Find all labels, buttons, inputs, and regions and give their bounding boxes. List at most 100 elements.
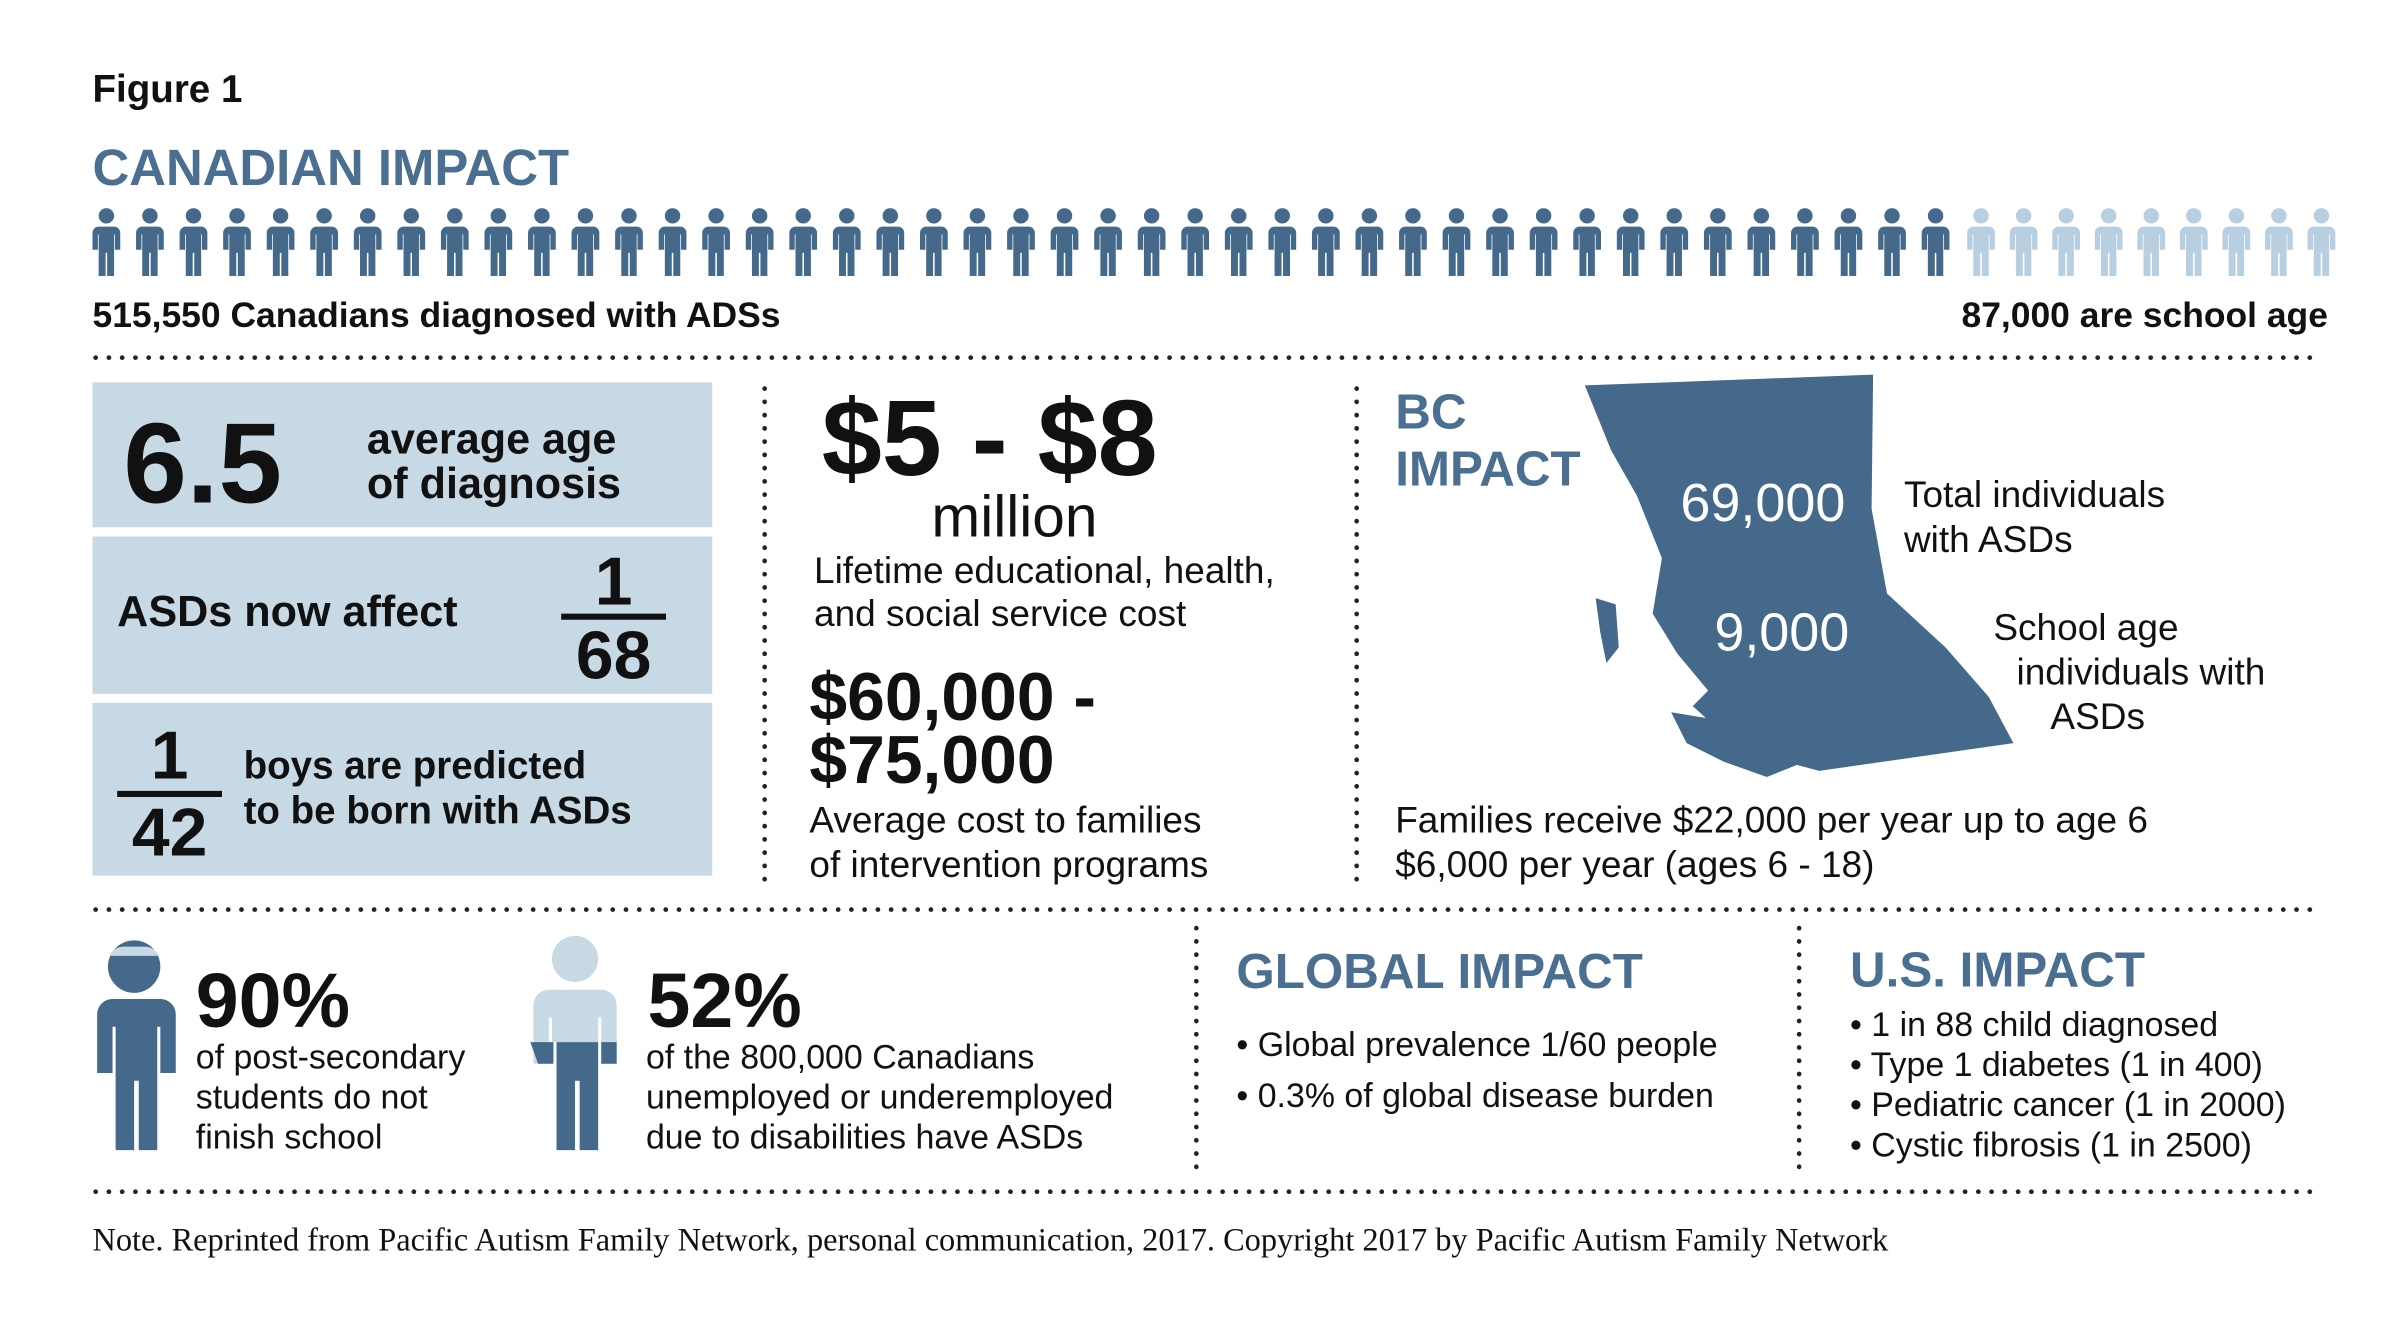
section-title: BC [1395, 385, 1466, 440]
person-icon [1399, 208, 1427, 276]
percent-label: of post-secondary [196, 1038, 466, 1076]
cost-label: and social service cost [814, 593, 1187, 634]
person-icon [1616, 208, 1645, 276]
bc-label: Total individuals [1904, 474, 2165, 515]
person-icon [1442, 208, 1471, 276]
section-title: IMPACT [1395, 442, 1580, 497]
person-icon [2179, 208, 2208, 276]
stat-number: 6.5 [123, 401, 282, 528]
person-icon [658, 208, 687, 276]
person-icon [1181, 208, 1210, 276]
person-icon [530, 935, 617, 1151]
bc-value: 9,000 [1714, 603, 1849, 663]
person-icon [1311, 208, 1340, 276]
stat-label: average age [367, 415, 617, 463]
section-title: CANADIAN IMPACT [93, 139, 570, 196]
person-icon [1050, 208, 1079, 276]
cost-label: Lifetime educational, health, [814, 550, 1275, 591]
list-item: • Type 1 diabetes (1 in 400) [1850, 1046, 2263, 1084]
person-icon [963, 208, 992, 276]
person-icon [1007, 208, 1035, 276]
person-icon [1660, 208, 1689, 276]
person-icon [2094, 208, 2123, 276]
bc-label: School age [1993, 607, 2178, 648]
list-item: • Cystic fibrosis (1 in 2500) [1850, 1126, 2252, 1164]
person-icon [789, 208, 818, 276]
person-icon [1921, 208, 1950, 276]
person-icon [266, 208, 295, 276]
person-icon [1268, 208, 1297, 276]
percent-label: of the 800,000 Canadians [646, 1038, 1034, 1076]
people-row [92, 208, 2336, 276]
person-icon [2052, 208, 2081, 276]
person-icon [179, 208, 208, 276]
numerator: 1 [595, 544, 633, 619]
person-icon [1747, 208, 1776, 276]
person-icon [832, 208, 861, 276]
percent: 90% [196, 958, 350, 1044]
person-icon [353, 208, 382, 276]
bc-funding: Families receive $22,000 per year up to … [1395, 800, 2148, 841]
stat-box [92, 382, 713, 528]
cost-label: of intervention programs [809, 844, 1208, 885]
percent: 52% [648, 958, 802, 1044]
list-item: • Global prevalence 1/60 people [1236, 1026, 1717, 1064]
person-icon [1573, 208, 1602, 276]
caption: 515,550 Canadians diagnosed with ADSs [93, 295, 781, 335]
person-icon [745, 208, 774, 276]
numerator: 1 [151, 719, 189, 794]
list-item: • 1 in 88 child diagnosed [1850, 1006, 2218, 1044]
caption: 87,000 are school age [1962, 295, 2328, 335]
cost-amount: $60,000 - [809, 660, 1096, 735]
stat-label: ASDs now affect [117, 588, 458, 636]
person-icon [1094, 208, 1122, 276]
person-icon [2009, 208, 2038, 276]
person-icon [919, 208, 948, 276]
person-icon [1529, 208, 1558, 276]
person-icon [1878, 208, 1906, 276]
person-icon [223, 208, 251, 276]
bc-funding: $6,000 per year (ages 6 - 18) [1395, 844, 1874, 885]
person-icon [484, 208, 513, 276]
person-icon [1355, 208, 1384, 276]
person-icon [136, 208, 164, 276]
figure-label: Figure 1 [93, 68, 243, 111]
person-icon [310, 208, 339, 276]
bc-label: with ASDs [1903, 519, 2073, 560]
stat-label: boys are predicted [244, 745, 587, 788]
person-icon [440, 208, 469, 276]
list-item: • 0.3% of global disease burden [1236, 1077, 1713, 1115]
person-icon [2265, 208, 2293, 276]
cost-label: Average cost to families [809, 800, 1201, 841]
person-icon [615, 208, 643, 276]
denominator: 68 [576, 618, 651, 693]
bc-map [1584, 374, 2014, 778]
denominator: 42 [132, 796, 207, 871]
person-icon [1791, 208, 1819, 276]
person-icon [1834, 208, 1863, 276]
percent-label: unemployed or underemployed [646, 1078, 1113, 1116]
cost-amount: $5 - $8 [822, 377, 1158, 498]
stat-box [92, 703, 713, 876]
person-icon [92, 208, 121, 276]
person-icon [571, 208, 600, 276]
percent-label: students do not [196, 1078, 428, 1116]
person-icon [97, 940, 176, 1151]
stat-label: to be born with ASDs [244, 789, 632, 832]
person-icon [1137, 208, 1166, 276]
person-icon [2307, 208, 2336, 276]
cost-amount: $75,000 [809, 723, 1054, 798]
person-icon [528, 208, 556, 276]
person-icon [876, 208, 905, 276]
percent-label: finish school [196, 1119, 383, 1157]
section-title: U.S. IMPACT [1850, 943, 2145, 998]
bc-value: 69,000 [1680, 473, 1845, 533]
percent-label: due to disabilities have ASDs [646, 1119, 1083, 1157]
bc-label: ASDs [2050, 696, 2145, 737]
stat-label: of diagnosis [367, 460, 621, 508]
person-icon [397, 208, 426, 276]
person-icon [1703, 208, 1732, 276]
note: Note. Reprinted from Pacific Autism Fami… [93, 1222, 1890, 1258]
person-icon [1486, 208, 1514, 276]
